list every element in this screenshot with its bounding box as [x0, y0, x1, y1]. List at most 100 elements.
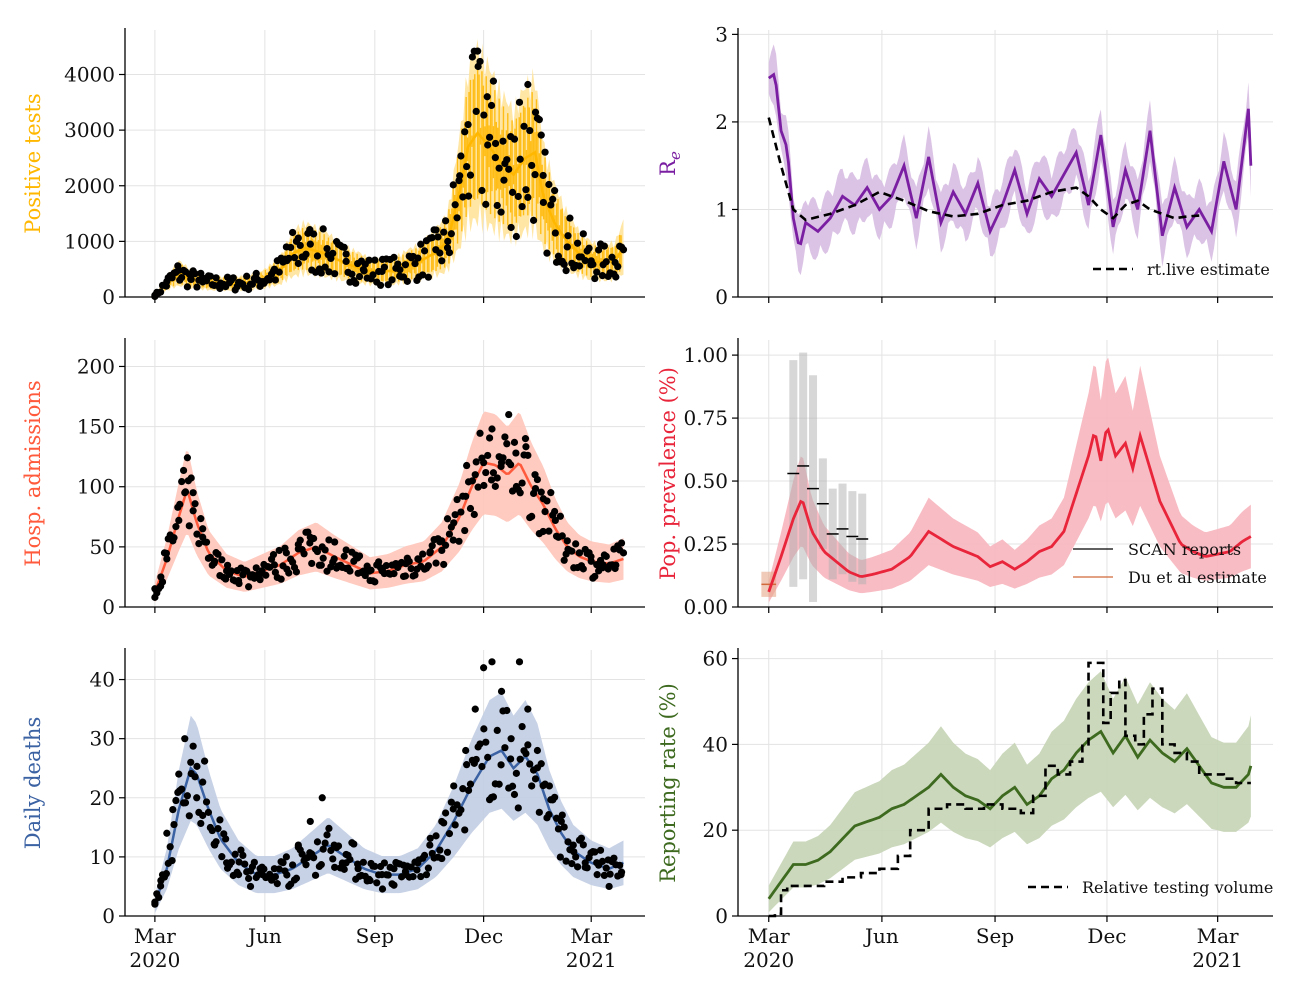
x-tick-label-year: 2021 — [566, 948, 617, 972]
data-point — [455, 537, 463, 545]
data-point — [480, 725, 488, 733]
data-point — [471, 705, 479, 713]
data-point — [466, 171, 475, 179]
data-point — [211, 557, 219, 565]
data-point — [541, 507, 549, 516]
data-point — [495, 780, 503, 788]
data-point — [201, 757, 209, 765]
data-point — [436, 846, 444, 854]
data-point — [616, 861, 624, 869]
data-point — [602, 552, 610, 560]
y-tick-label: 10 — [90, 845, 115, 869]
data-point — [558, 532, 566, 540]
y-tick-label: 150 — [77, 415, 115, 439]
data-point — [563, 537, 571, 545]
data-point — [515, 658, 524, 666]
data-point — [599, 561, 607, 569]
data-point — [531, 775, 540, 783]
data-point — [394, 260, 402, 268]
data-point — [591, 848, 599, 856]
data-point — [342, 250, 350, 258]
data-point — [457, 806, 465, 814]
data-point — [596, 846, 605, 854]
data-point — [453, 214, 461, 222]
data-point — [445, 249, 454, 257]
data-point — [235, 858, 243, 866]
data-point — [449, 536, 457, 544]
data-point — [365, 256, 373, 264]
data-point — [191, 773, 199, 781]
data-point — [273, 880, 281, 888]
data-point — [568, 860, 576, 868]
data-point — [564, 838, 572, 846]
data-point — [549, 195, 557, 203]
x-tick-label: Jun — [246, 924, 282, 948]
data-point — [595, 246, 603, 254]
data-point — [440, 228, 448, 236]
data-point — [355, 552, 364, 560]
data-point — [342, 257, 350, 265]
data-point — [579, 841, 587, 849]
data-point — [484, 753, 492, 761]
data-point — [579, 230, 587, 238]
data-point — [420, 851, 429, 859]
data-point — [375, 558, 383, 566]
data-point — [211, 841, 219, 849]
data-point — [579, 565, 587, 573]
y-tick-label: 200 — [77, 354, 115, 378]
data-point — [352, 279, 360, 287]
y-tick-label: 0.00 — [683, 595, 728, 619]
data-point — [617, 539, 626, 547]
data-point — [199, 533, 207, 541]
data-point — [505, 165, 513, 173]
data-point — [575, 549, 583, 557]
data-point — [543, 249, 551, 257]
data-point — [471, 471, 479, 479]
data-point — [414, 254, 422, 262]
y-tick-label: 1 — [715, 197, 728, 221]
data-point — [484, 451, 492, 460]
data-point — [239, 851, 247, 860]
data-point — [319, 845, 327, 853]
y-tick-label: 4000 — [64, 63, 115, 87]
data-point — [608, 253, 616, 261]
data-point — [252, 269, 260, 278]
data-point — [453, 801, 461, 809]
data-point — [599, 261, 607, 269]
data-point — [402, 871, 410, 879]
data-point — [191, 500, 199, 508]
y-tick-label: 0 — [715, 285, 728, 309]
data-point — [572, 540, 580, 548]
estimate-line — [767, 72, 1253, 246]
data-point — [252, 564, 260, 572]
y-tick-label: 0.75 — [683, 406, 728, 430]
x-tick-label-year: 2021 — [1192, 948, 1243, 972]
data-point — [390, 570, 398, 578]
data-point — [390, 865, 398, 873]
data-point — [463, 761, 471, 769]
data-point — [373, 879, 381, 887]
data-point — [424, 562, 432, 570]
data-point — [515, 98, 524, 106]
data-point — [551, 507, 559, 516]
data-point — [491, 139, 500, 148]
y-tick-label: 3000 — [64, 118, 115, 142]
data-point — [313, 838, 322, 846]
x-tick-label: Sep — [356, 924, 394, 948]
data-point — [581, 257, 589, 265]
data-point — [348, 270, 356, 278]
data-point — [282, 549, 290, 557]
data-point — [318, 543, 326, 551]
data-point — [330, 841, 338, 849]
data-point — [199, 525, 207, 533]
y-tick-label: 1.00 — [683, 343, 728, 367]
data-point — [447, 798, 455, 806]
data-point — [466, 504, 475, 513]
data-point — [610, 854, 618, 862]
data-point — [175, 266, 183, 274]
data-point — [503, 440, 511, 448]
data-point — [323, 831, 331, 839]
data-point — [444, 237, 452, 245]
data-point — [371, 862, 379, 870]
data-point — [566, 214, 574, 222]
